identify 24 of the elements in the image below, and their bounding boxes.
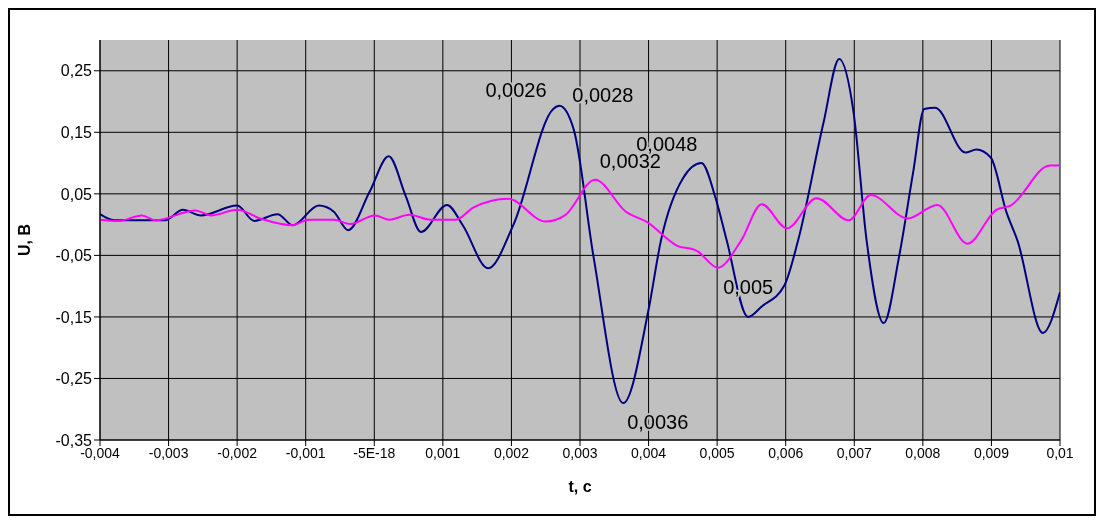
y-tick-label: 0,05 [60,185,93,203]
x-tick-label: 0,001 [425,444,461,461]
x-tick-label: 0,004 [631,444,667,461]
y-tick-label: -0,05 [55,247,93,265]
y-tick-label: -0,15 [55,308,93,326]
y-tick-label: -0,25 [55,370,93,388]
x-tick-label: 0,005 [699,444,735,461]
x-tick-label: -0,001 [285,444,326,461]
x-tick-label: 0,006 [768,444,804,461]
x-tick-label: -5E-18 [353,444,396,461]
x-tick-label: 0,007 [836,444,873,461]
x-tick-label: -0,002 [217,444,258,461]
annotation: 0,0028 [572,83,634,106]
x-tick-label: 0,009 [973,444,1010,461]
y-axis-title: U, B [15,224,33,256]
y-tick-label: 0,15 [60,123,93,141]
x-tick-label: 0,01 [1046,444,1074,461]
x-tick-label: -0,003 [148,444,189,461]
x-tick-label: 0,003 [562,444,598,461]
x-axis-title: t, c [568,478,592,495]
y-tick-label: -0,35 [55,431,93,449]
y-tick-label: 0,25 [60,62,93,80]
x-tick-label: 0,008 [905,444,941,461]
x-tick-label: 0,002 [493,444,530,461]
